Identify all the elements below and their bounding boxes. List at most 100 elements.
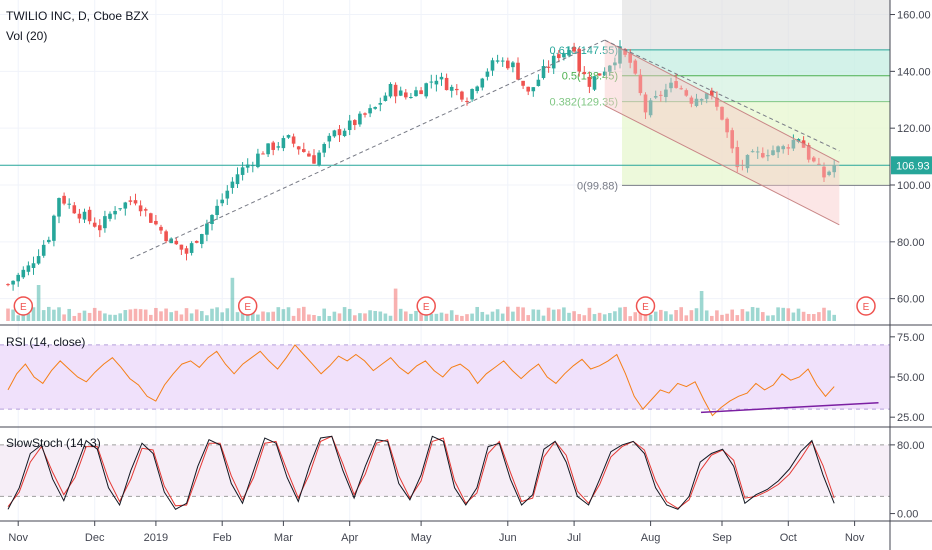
candle-body xyxy=(745,154,750,169)
volume-bar xyxy=(460,315,464,321)
volume-bar xyxy=(643,313,648,321)
volume-bar xyxy=(648,314,653,321)
volume-bar xyxy=(506,306,510,321)
volume-bar xyxy=(108,314,112,321)
downtrend-channel-fill[interactable] xyxy=(604,40,840,225)
volume-bar xyxy=(541,315,546,321)
earnings-marker-circle xyxy=(856,296,876,316)
volume-bar xyxy=(822,307,826,321)
volume-bar xyxy=(57,307,61,321)
volume-bar xyxy=(531,309,536,321)
volume-bar xyxy=(393,288,398,321)
earnings-marker[interactable]: E xyxy=(856,296,876,316)
volume-bar xyxy=(6,308,10,321)
support-trendline[interactable] xyxy=(130,39,605,260)
volume-bar xyxy=(480,311,485,321)
candle-body xyxy=(205,223,209,235)
volume-bar xyxy=(128,309,133,321)
candle-body xyxy=(291,136,296,144)
candle-body xyxy=(52,215,56,241)
earnings-marker[interactable]: E xyxy=(635,296,656,316)
earnings-marker[interactable]: E xyxy=(416,296,436,316)
channel-dashed-line[interactable] xyxy=(604,39,840,152)
candle-body xyxy=(822,166,826,178)
trendline-drawings[interactable] xyxy=(130,39,840,260)
volume-bar xyxy=(592,314,597,321)
candle-body xyxy=(439,76,444,80)
volume-bar xyxy=(771,315,775,321)
candle-body xyxy=(92,222,97,227)
candle-body xyxy=(332,130,337,137)
symbol-legend[interactable]: TWILIO INC, D, Cboe BZX xyxy=(6,9,149,23)
candle-body xyxy=(674,81,678,88)
candle-body xyxy=(103,216,107,229)
candle-body xyxy=(286,135,291,138)
earnings-marker[interactable]: E xyxy=(237,296,258,316)
candle-body xyxy=(664,89,668,97)
volume-bar xyxy=(286,307,291,321)
volume-bar xyxy=(36,285,41,321)
volume-bar xyxy=(220,312,224,321)
volume-bar xyxy=(669,314,673,321)
candle-body xyxy=(404,92,408,98)
volume-bar xyxy=(424,310,428,321)
rsi-divergence-line[interactable] xyxy=(700,401,879,414)
volume-bar xyxy=(689,310,694,321)
candle-body xyxy=(342,130,347,137)
candle-body xyxy=(577,48,581,72)
axes[interactable]: 160.00 140.00 120.00 100.00 80.00 60.00 Nov Dec… xyxy=(8,10,932,544)
volume-bar xyxy=(261,311,265,321)
candle-body xyxy=(689,97,694,104)
volume-bar xyxy=(47,306,51,321)
stoch-legend[interactable]: SlowStoch (14, 3) xyxy=(6,436,101,450)
volume-bar xyxy=(378,311,383,321)
volume-bar xyxy=(358,313,362,321)
candle-body xyxy=(317,152,321,165)
volume-bar xyxy=(281,309,286,321)
rsi-legend[interactable]: RSI (14, close) xyxy=(6,335,85,349)
stoch-tick-label: 80.00 xyxy=(897,440,925,452)
candle-body xyxy=(699,98,704,101)
last-price-label: 106.93 xyxy=(896,160,930,172)
candle-body xyxy=(832,165,836,173)
candle-body xyxy=(786,147,791,149)
volume-bar xyxy=(179,314,184,321)
candle-body xyxy=(108,213,112,219)
candle-body xyxy=(210,214,214,225)
volume-bar xyxy=(194,309,199,321)
candle-body xyxy=(572,47,576,52)
candle-body xyxy=(551,55,556,69)
volume-bar xyxy=(781,307,785,321)
volume-bar xyxy=(577,314,581,321)
volume-bar xyxy=(337,313,342,321)
candle-body xyxy=(531,87,536,92)
channel-upper-line[interactable] xyxy=(604,39,840,163)
candle-body xyxy=(230,181,235,188)
volume-bar xyxy=(633,312,638,321)
volume-bar xyxy=(271,311,275,321)
volume-bar xyxy=(546,307,551,321)
candle-body xyxy=(164,231,168,242)
price-tick-label: 120.00 xyxy=(897,123,931,135)
earnings-marker[interactable]: E xyxy=(13,296,34,316)
volume-bar xyxy=(776,307,780,321)
volume-bar xyxy=(791,312,796,321)
candle-body xyxy=(506,60,510,69)
earnings-marker-circle xyxy=(635,296,656,316)
candle-body xyxy=(337,129,342,136)
volume-bar xyxy=(470,313,474,321)
earnings-marker-label: E xyxy=(244,302,251,313)
candle-body xyxy=(378,103,383,105)
candle-body xyxy=(827,171,831,175)
candle-body xyxy=(189,243,194,253)
candle-body xyxy=(761,153,765,158)
candle-body xyxy=(694,98,699,106)
channel-lower-line[interactable] xyxy=(604,104,840,226)
volume-bar xyxy=(521,307,525,321)
volume-bar xyxy=(750,307,755,321)
candle-body xyxy=(57,198,61,217)
candle-body xyxy=(633,60,638,74)
volume-legend[interactable]: Vol (20) xyxy=(6,29,47,43)
volume-bar xyxy=(766,315,770,321)
